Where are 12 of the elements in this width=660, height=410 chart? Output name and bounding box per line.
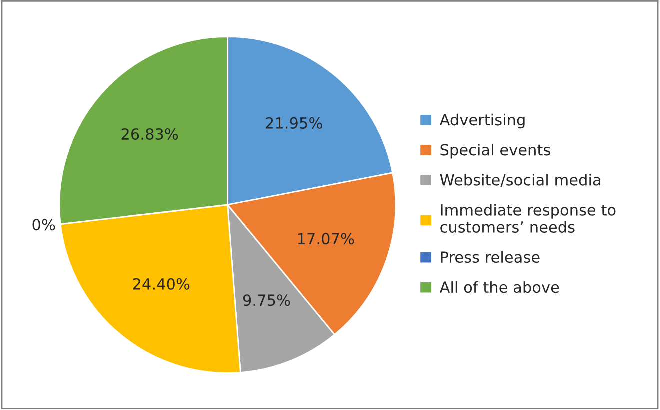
data-label: 17.07% [298,233,354,245]
legend-label: Press release [441,251,540,264]
legend-label: Website/social media [440,174,600,188]
legend-label: Special events [440,144,550,159]
data-label: 26.83% [122,128,178,140]
legend-label: All of the above [440,281,560,294]
data-label: 24.40% [133,278,190,290]
data-label: 9.75% [243,294,290,306]
legend-label: Immediate response to customers’ needs [440,204,616,234]
data-label: 21.95% [266,117,322,129]
legend-label: Advertising [440,114,525,129]
text: 0% [32,219,56,231]
